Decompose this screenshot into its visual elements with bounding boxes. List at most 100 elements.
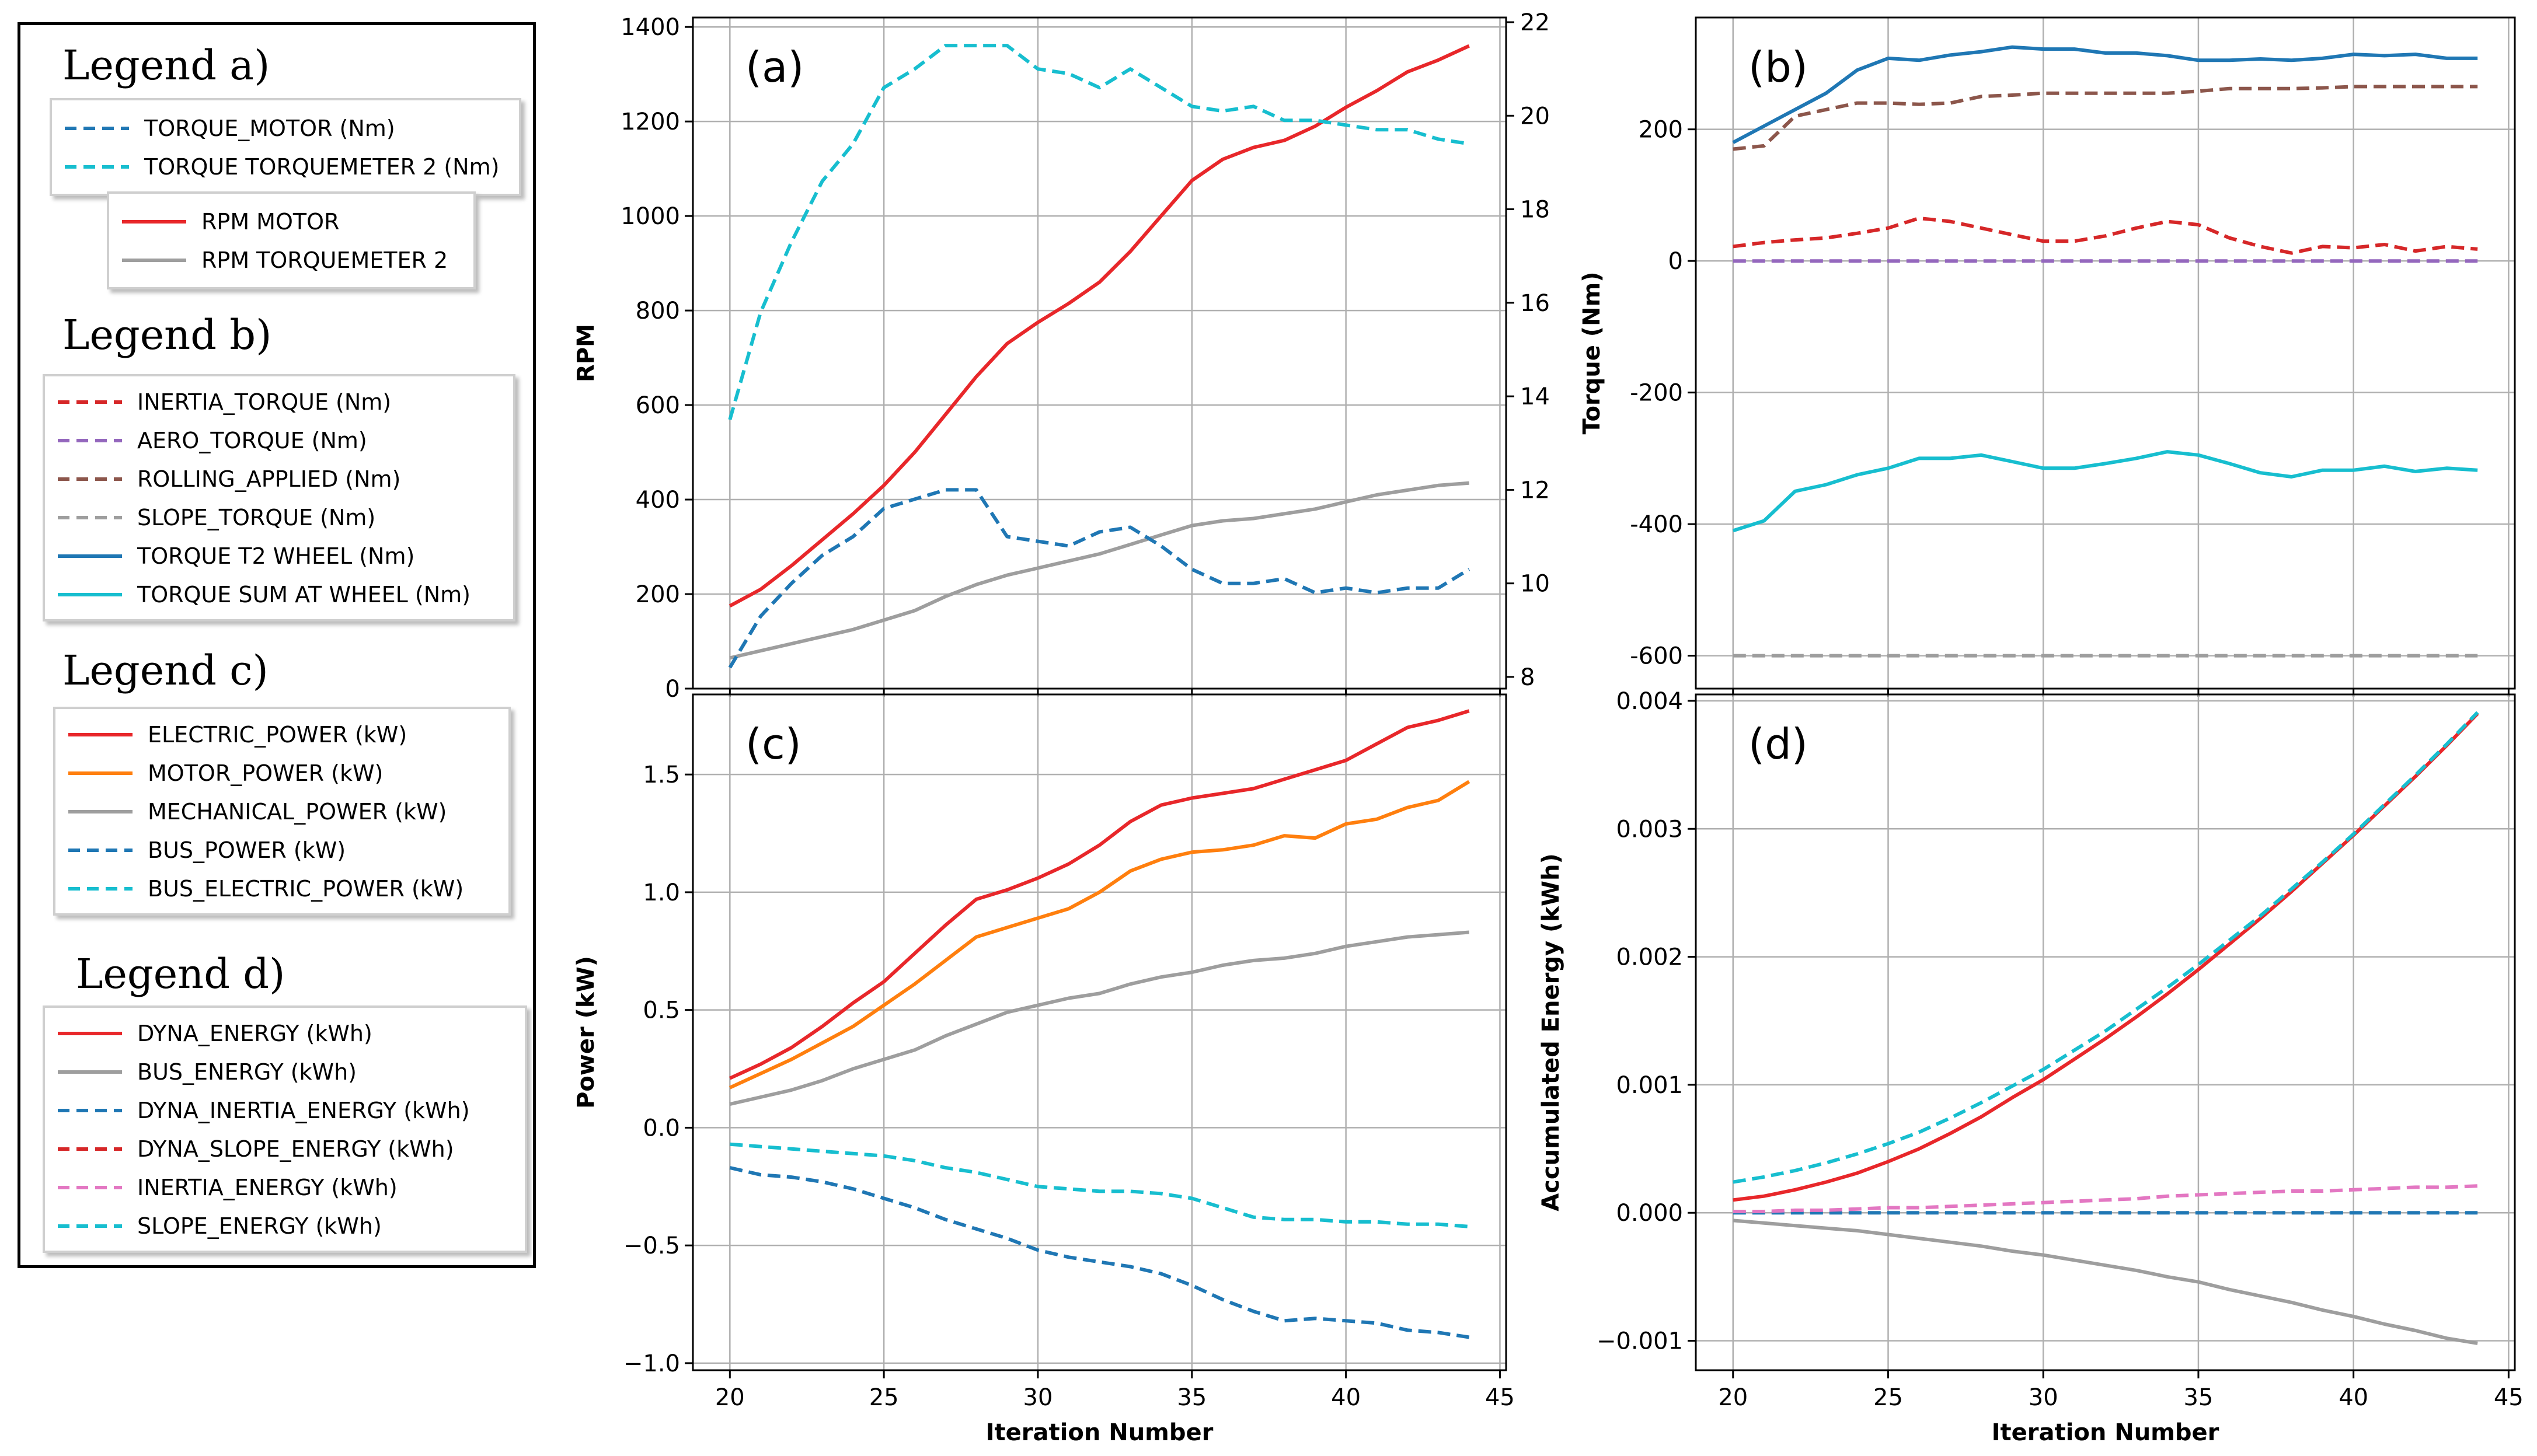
panel-label: (c) bbox=[745, 720, 801, 769]
legend-entry: DYNA_INERTIA_ENERGY (kWh) bbox=[58, 1093, 470, 1128]
series-line bbox=[1733, 85, 2478, 151]
legend-label: DYNA_ENERGY (kWh) bbox=[137, 1021, 372, 1046]
legend-label: TORQUE T2 WHEEL (Nm) bbox=[137, 543, 415, 569]
legend-frame: RPM MOTOR RPM TORQUEMETER 2 bbox=[107, 191, 476, 289]
legend-entry: ELECTRIC_POWER (kW) bbox=[68, 717, 407, 752]
x-tick-label: 40 bbox=[2339, 1384, 2368, 1411]
legend-entry: BUS_ENERGY (kWh) bbox=[58, 1055, 357, 1090]
legend-entry: ROLLING_APPLIED (Nm) bbox=[58, 462, 400, 497]
legend-entry: TORQUE_MOTOR (Nm) bbox=[65, 111, 395, 146]
series-line bbox=[729, 930, 1469, 1106]
plot-frame bbox=[1695, 693, 2516, 1371]
legend-label: BUS_ENERGY (kWh) bbox=[137, 1059, 357, 1085]
legend-label: RPM MOTOR bbox=[201, 209, 340, 235]
legend-swatch bbox=[68, 887, 133, 891]
legend-label: TORQUE SUM AT WHEEL (Nm) bbox=[137, 582, 471, 607]
legend-heading: Legend d) bbox=[76, 950, 285, 998]
legend-swatch bbox=[122, 220, 186, 224]
legend-label: INERTIA_TORQUE (Nm) bbox=[137, 389, 392, 415]
legend-swatch bbox=[58, 439, 122, 442]
y-tick-label: 0.0 bbox=[643, 1115, 680, 1141]
y-tick-label: 1200 bbox=[621, 109, 680, 135]
y-right-tick-label: 22 bbox=[1520, 9, 1550, 36]
series-line bbox=[729, 1166, 1470, 1339]
legend-frame: DYNA_ENERGY (kWh) BUS_ENERGY (kWh) DYNA_IN… bbox=[43, 1005, 527, 1253]
legend-entry: INERTIA_TORQUE (Nm) bbox=[58, 385, 391, 420]
y-tick-label: 0 bbox=[1668, 248, 1683, 275]
chart-panel-c: 20 25 30 35 40 45 −1.0 −0.5 0.0 0.5 1.0 1.5 Power (k… bbox=[573, 693, 1515, 1446]
legend-swatch bbox=[65, 165, 129, 169]
legend-label: DYNA_INERTIA_ENERGY (kWh) bbox=[137, 1098, 470, 1123]
legend-entry: INERTIA_ENERGY (kWh) bbox=[58, 1170, 398, 1205]
legend-swatch bbox=[58, 1147, 122, 1151]
y-tick-label: 0.004 bbox=[1616, 688, 1683, 715]
y-right-tick-label: 20 bbox=[1520, 103, 1550, 130]
legend-swatch bbox=[58, 1032, 122, 1035]
legend-entry: TORQUE SUM AT WHEEL (Nm) bbox=[58, 577, 471, 612]
x-tick-label: 35 bbox=[2183, 1384, 2213, 1411]
y-tick-label: -200 bbox=[1630, 380, 1683, 407]
panel-label: (b) bbox=[1748, 43, 1808, 92]
legend-frame: ELECTRIC_POWER (kW) MOTOR_POWER (kW) MECHA… bbox=[53, 707, 511, 916]
y-tick-label: 1.5 bbox=[643, 762, 680, 788]
chart-panel-a: 0 200 400 600 800 1000 1200 1400 8 10 12 14 16 18 20 22… bbox=[573, 9, 1550, 703]
y-right-tick-label: 8 bbox=[1520, 664, 1535, 691]
legend-swatch bbox=[58, 1186, 122, 1189]
y-tick-label: 1400 bbox=[621, 14, 680, 41]
x-tick-label: 30 bbox=[2029, 1384, 2058, 1411]
x-tick-label: 20 bbox=[1718, 1384, 1748, 1411]
y-tick-label: −0.001 bbox=[1597, 1328, 1683, 1355]
y-tick-label: 0.000 bbox=[1616, 1200, 1683, 1227]
legend-swatch bbox=[68, 771, 133, 775]
x-tick-label: 30 bbox=[1023, 1384, 1053, 1411]
y-tick-label: 600 bbox=[636, 392, 680, 419]
legend-entry: RPM TORQUEMETER 2 bbox=[122, 243, 448, 278]
series-line bbox=[1733, 216, 2478, 255]
y-tick-label: -400 bbox=[1630, 511, 1683, 538]
plot-frame bbox=[692, 16, 1507, 690]
legend-entry: TORQUE T2 WHEEL (Nm) bbox=[58, 539, 414, 574]
legend-entry: BUS_ELECTRIC_POWER (kW) bbox=[68, 871, 464, 906]
panel-label: (d) bbox=[1748, 720, 1808, 769]
y-tick-label: 0.003 bbox=[1616, 816, 1683, 843]
legend-heading: Legend c) bbox=[62, 647, 269, 694]
legend-panel: Legend a) TORQUE_MOTOR (Nm) TORQUE TORQUEM… bbox=[18, 22, 536, 1268]
y-tick-label: 0.002 bbox=[1616, 944, 1683, 971]
legend-entry: BUS_POWER (kW) bbox=[68, 833, 346, 868]
y-tick-label: 0 bbox=[665, 676, 680, 703]
legend-label: TORQUE_MOTOR (Nm) bbox=[144, 116, 395, 141]
series-line bbox=[730, 1142, 1469, 1228]
y-tick-label: 0.5 bbox=[643, 997, 680, 1024]
legend-label: RPM TORQUEMETER 2 bbox=[201, 247, 448, 273]
legend-label: TORQUE TORQUEMETER 2 (Nm) bbox=[144, 154, 500, 180]
series-line bbox=[729, 481, 1469, 660]
legend-swatch bbox=[58, 1070, 122, 1074]
series-line bbox=[728, 44, 1470, 421]
x-tick-label: 45 bbox=[1485, 1384, 1515, 1411]
y-axis-label: RPM bbox=[573, 324, 600, 382]
series-line bbox=[1733, 1184, 2478, 1213]
legend-label: SLOPE_ENERGY (kWh) bbox=[137, 1213, 382, 1239]
series-line bbox=[1732, 45, 2478, 144]
plot-frame bbox=[1695, 16, 2516, 690]
legend-label: MOTOR_POWER (kW) bbox=[148, 760, 384, 786]
y-right-tick-label: 12 bbox=[1520, 477, 1550, 504]
legend-entry: TORQUE TORQUEMETER 2 (Nm) bbox=[65, 149, 499, 184]
series-line bbox=[1733, 1218, 2478, 1345]
legend-label: ROLLING_APPLIED (Nm) bbox=[137, 466, 401, 492]
chart-panel-b: -600 -400 -200 0 200 Torque (Nm) (b) bbox=[1578, 16, 2516, 697]
legend-entry: AERO_TORQUE (Nm) bbox=[58, 423, 367, 458]
legend-label: DYNA_SLOPE_ENERGY (kWh) bbox=[137, 1136, 454, 1162]
y-axis-label: Accumulated Energy (kWh) bbox=[1538, 853, 1564, 1211]
x-axis-label: Iteration Number bbox=[1992, 1419, 2219, 1446]
legend-label: MECHANICAL_POWER (kW) bbox=[148, 799, 447, 825]
legend-label: AERO_TORQUE (Nm) bbox=[137, 428, 367, 453]
legend-heading: Legend a) bbox=[62, 41, 270, 89]
chart-panel-d: 20 25 30 35 40 45 −0.001 0.000 0.001 0.002 0.003 0.… bbox=[1538, 688, 2524, 1446]
legend-swatch bbox=[68, 810, 133, 813]
series-line bbox=[1733, 711, 2479, 1184]
legend-entry: DYNA_ENERGY (kWh) bbox=[58, 1016, 372, 1051]
legend-swatch bbox=[68, 849, 133, 852]
legend-swatch bbox=[58, 554, 122, 558]
